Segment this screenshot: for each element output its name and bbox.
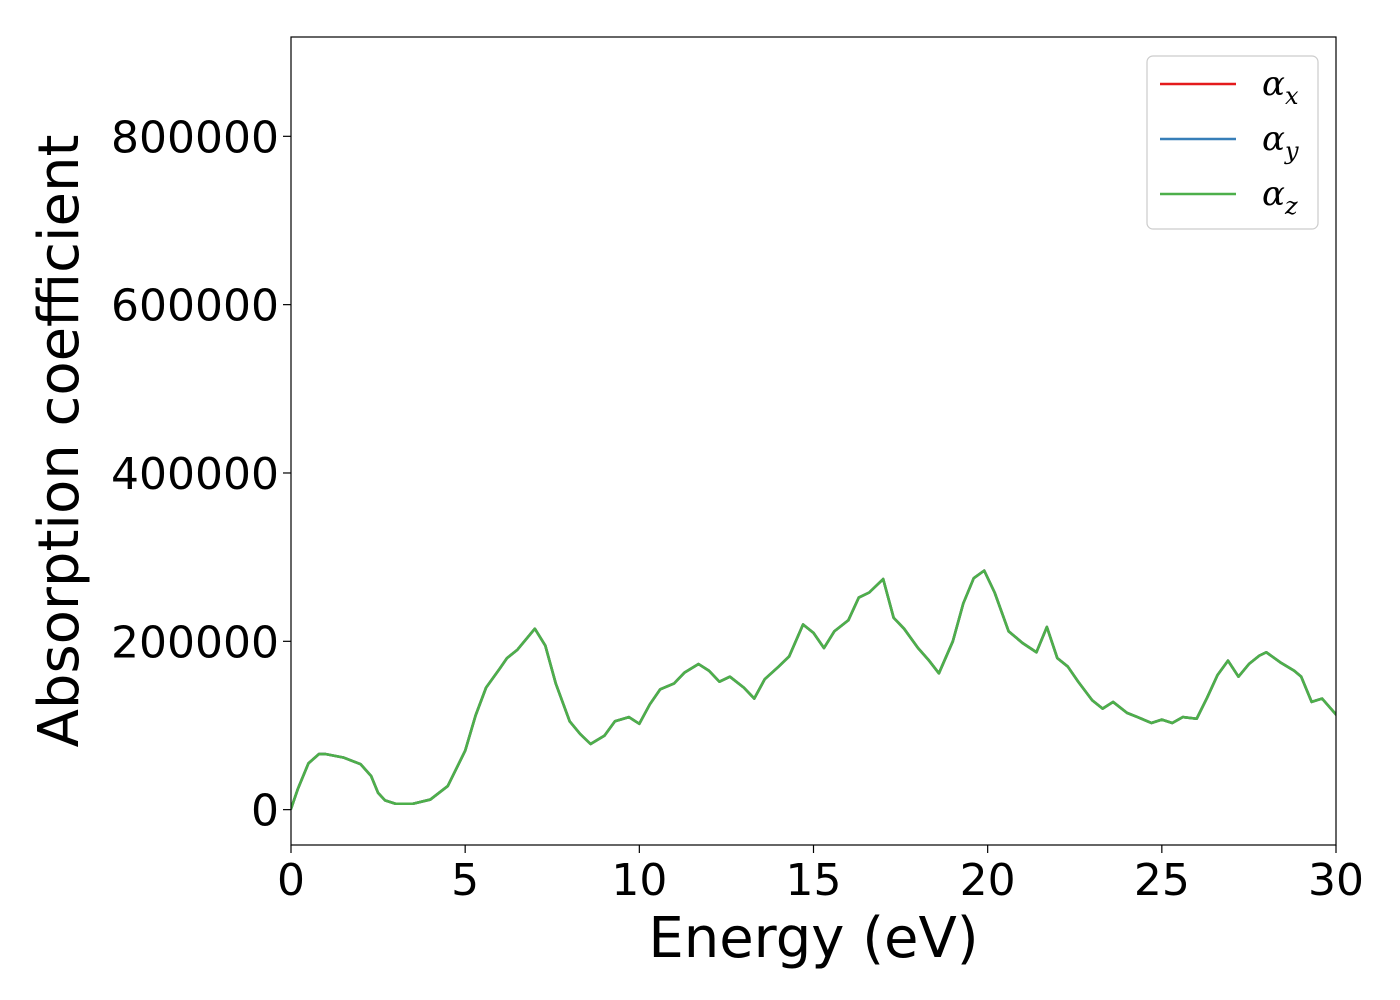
- legend-box: [1146, 55, 1319, 230]
- x-tick-label: 0: [277, 855, 305, 906]
- x-axis-title: Energy (eV): [648, 906, 978, 971]
- series-line-2: [291, 569, 1336, 811]
- y-tick-label: 800000: [111, 112, 279, 163]
- y-tick-label: 200000: [111, 617, 279, 668]
- series-line-0: [291, 569, 1336, 811]
- y-axis: 0 200000 400000 600000 800000: [111, 112, 291, 837]
- x-axis: 0 5 10 15 20 25 30: [277, 845, 1364, 906]
- series-line-1: [291, 569, 1336, 811]
- x-tick-label: 20: [960, 855, 1016, 906]
- y-axis-title: Absorption coefficient: [27, 135, 92, 748]
- x-tick-label: 30: [1308, 855, 1364, 906]
- x-tick-label: 25: [1134, 855, 1190, 906]
- x-tick-label: 15: [786, 855, 842, 906]
- y-tick-label: 0: [251, 786, 279, 837]
- y-tick-label: 400000: [111, 449, 279, 500]
- x-tick-label: 5: [451, 855, 479, 906]
- y-tick-label: 600000: [111, 281, 279, 332]
- series-layer: [291, 569, 1336, 811]
- x-tick-label: 10: [611, 855, 667, 906]
